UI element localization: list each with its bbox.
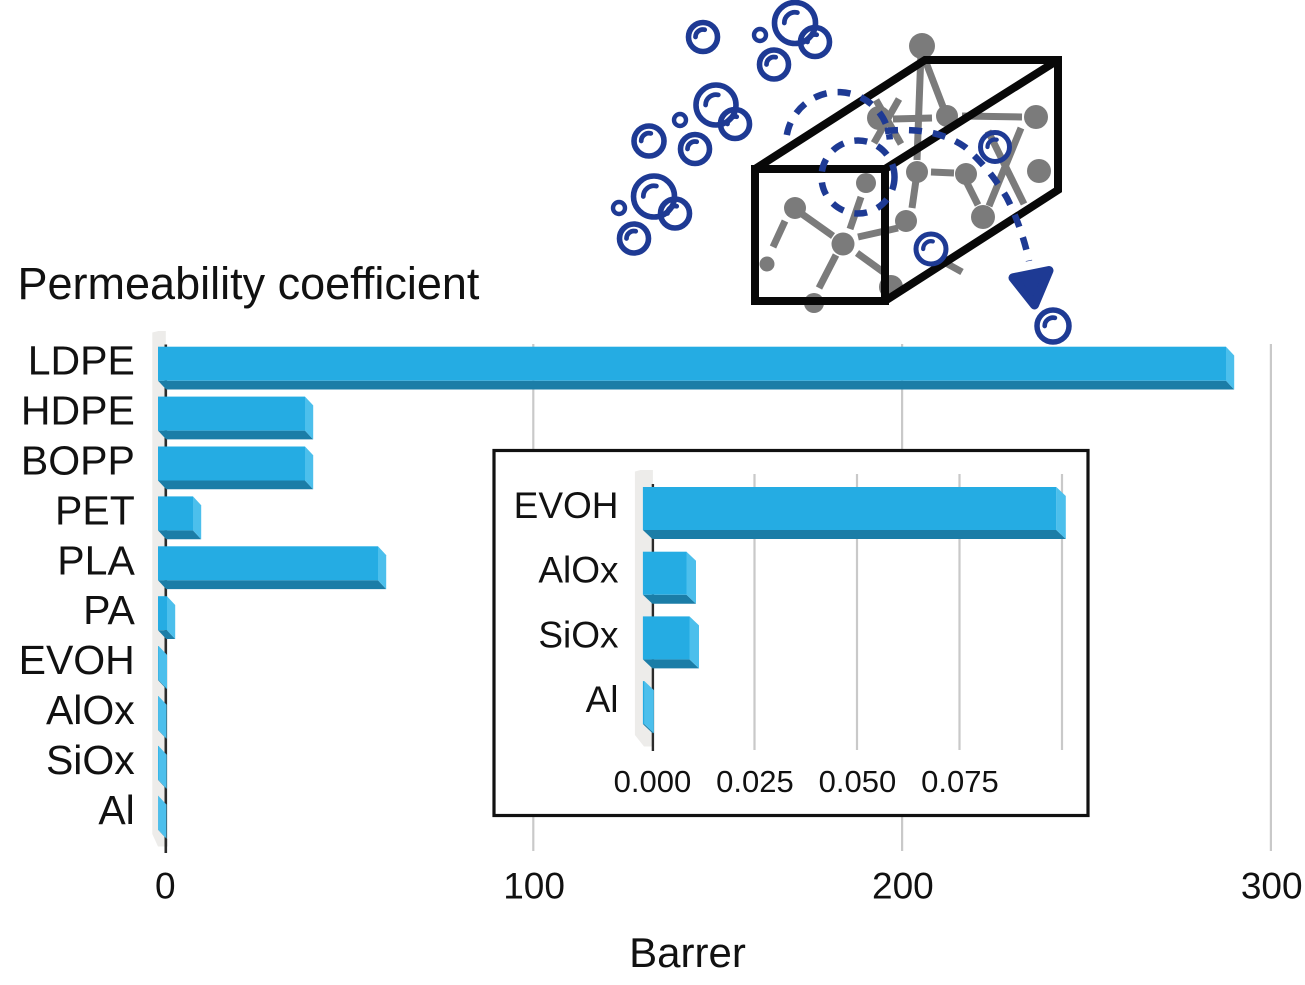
- svg-text:Al: Al: [586, 679, 619, 720]
- svg-text:0: 0: [155, 866, 176, 907]
- svg-text:0.025: 0.025: [716, 764, 794, 799]
- svg-text:100: 100: [503, 866, 565, 907]
- svg-text:SiOx: SiOx: [46, 737, 135, 783]
- svg-text:PLA: PLA: [57, 537, 135, 583]
- svg-text:Barrer: Barrer: [629, 929, 746, 976]
- svg-text:200: 200: [872, 866, 934, 907]
- svg-text:PA: PA: [83, 587, 135, 633]
- svg-text:EVOH: EVOH: [19, 637, 135, 683]
- svg-text:Permeability coefficient: Permeability coefficient: [18, 258, 480, 309]
- svg-text:0.000: 0.000: [614, 764, 692, 799]
- svg-text:PET: PET: [55, 487, 135, 533]
- svg-text:AlOx: AlOx: [46, 687, 135, 733]
- svg-text:HDPE: HDPE: [21, 388, 135, 434]
- svg-text:LDPE: LDPE: [28, 338, 135, 384]
- svg-text:SiOx: SiOx: [538, 614, 619, 655]
- svg-text:0.075: 0.075: [921, 764, 999, 799]
- svg-text:EVOH: EVOH: [514, 485, 619, 526]
- svg-text:Al: Al: [98, 787, 134, 833]
- svg-text:0.050: 0.050: [819, 764, 897, 799]
- svg-text:300: 300: [1241, 866, 1303, 907]
- svg-text:BOPP: BOPP: [21, 438, 135, 484]
- svg-text:AlOx: AlOx: [538, 550, 619, 591]
